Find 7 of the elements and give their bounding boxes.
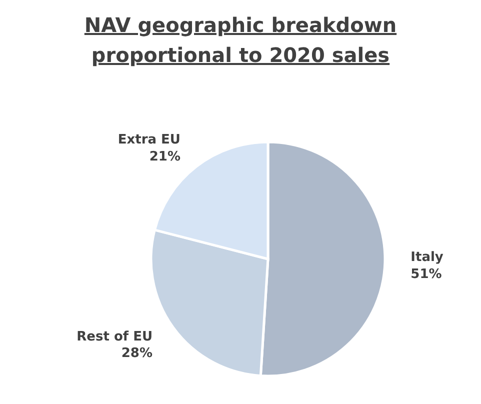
slice-label: Italy — [410, 250, 444, 265]
data-label: 51% — [410, 266, 442, 282]
data-label: 28% — [121, 346, 153, 362]
slice-label: Rest of EU — [76, 329, 153, 344]
data-label: 21% — [149, 150, 181, 165]
slice-label: Extra EU — [118, 132, 181, 148]
chart-title: NAV geographic breakdown proportional to 2020 sales — [84, 13, 397, 67]
